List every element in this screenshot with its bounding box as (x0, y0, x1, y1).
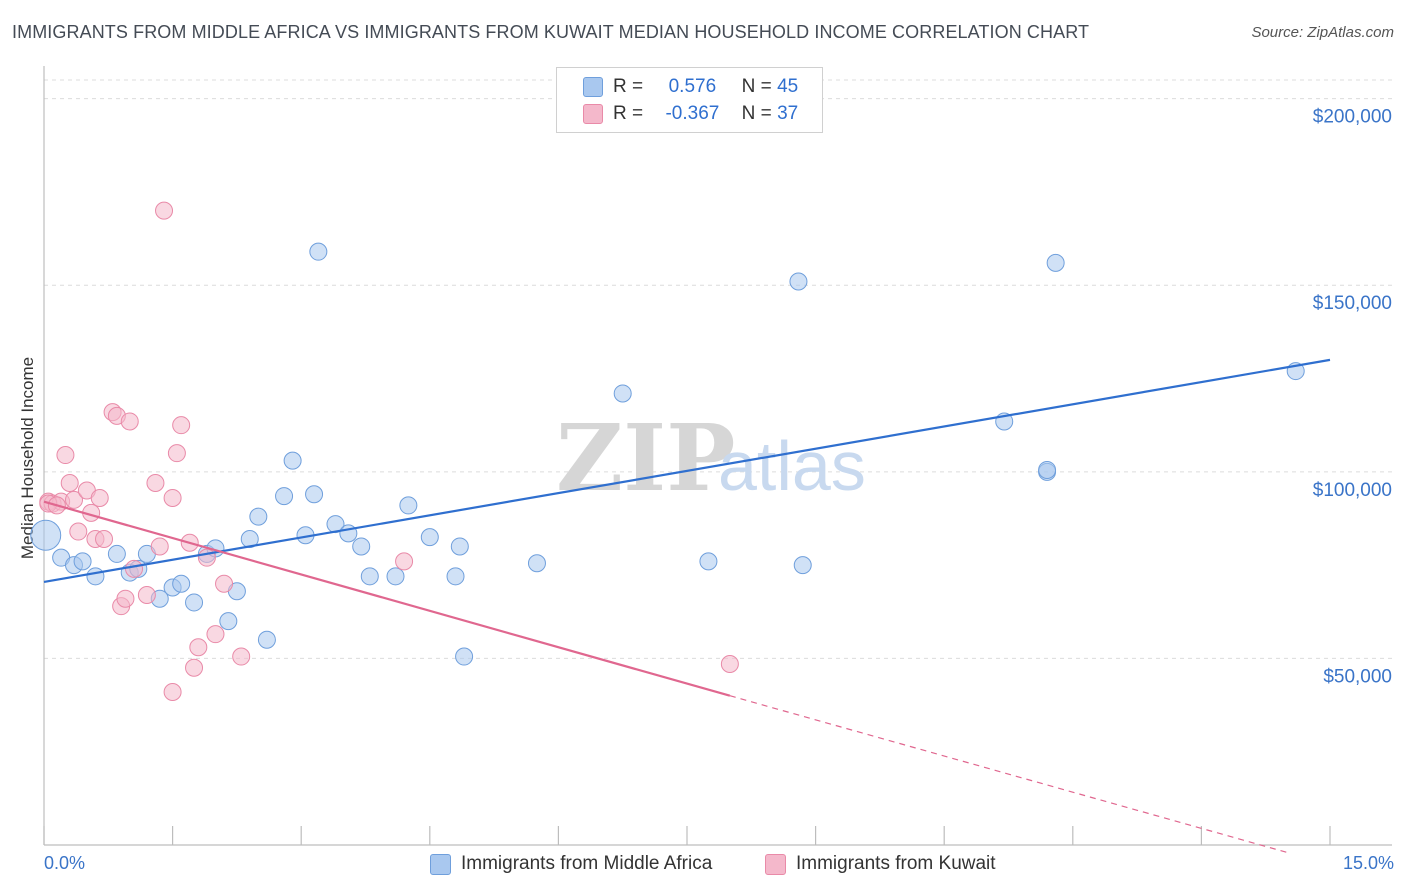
data-point (309, 242, 328, 261)
data-point (95, 530, 114, 548)
data-point (395, 552, 414, 571)
data-point (455, 647, 474, 666)
data-point (1038, 460, 1057, 479)
data-point (86, 567, 105, 586)
r-label: R = (613, 76, 644, 97)
data-point (789, 272, 808, 291)
series-label-middle-africa: Immigrants from Middle Africa (461, 853, 713, 874)
n-value-middle-africa: 45 (777, 76, 799, 97)
data-point (65, 490, 84, 509)
data-point (125, 559, 144, 578)
y-tick-label: $200,000 (1313, 107, 1392, 128)
data-point (257, 630, 276, 649)
data-point (116, 589, 135, 608)
series-points-0 (30, 242, 1305, 666)
n-label: N = (741, 103, 772, 124)
data-point (446, 567, 465, 586)
data-point (172, 416, 191, 435)
y-tick-label: $100,000 (1313, 480, 1392, 501)
data-point (527, 554, 546, 573)
data-point (219, 612, 238, 631)
y-tick-label: $150,000 (1313, 293, 1392, 314)
y-tick-label: $50,000 (1323, 666, 1392, 687)
n-value-kuwait: 37 (777, 103, 799, 124)
data-point (360, 567, 379, 586)
axes (43, 66, 1392, 846)
tick-labels: $50,000 $100,000 $150,000 $200,000 0.0% 15.0% (44, 107, 1394, 873)
watermark-atlas: atlas (718, 427, 866, 505)
data-point (30, 519, 62, 551)
data-point (185, 593, 204, 612)
data-point (352, 537, 371, 556)
trend-extension-1 (729, 695, 1288, 854)
correlation-legend: R = 0.576 N = 45 R = -0.367 N = 37 (556, 67, 823, 133)
data-point (120, 412, 139, 431)
trend-lines (43, 358, 1331, 854)
data-point (90, 488, 109, 507)
data-point (720, 655, 739, 674)
legend-swatch-middle-africa (583, 77, 603, 97)
x-tick-label-max: 15.0% (1343, 853, 1394, 873)
series-swatch-middle-africa (430, 854, 451, 875)
data-point (206, 625, 225, 644)
r-label: R = (613, 103, 644, 124)
data-point (275, 487, 294, 506)
data-point (185, 658, 204, 677)
data-point (613, 384, 632, 403)
data-point (386, 567, 405, 586)
legend-swatch-kuwait (583, 104, 603, 124)
series-swatch-kuwait (765, 854, 786, 875)
source-credit: Source: ZipAtlas.com (1251, 24, 1394, 41)
data-point (172, 574, 191, 593)
data-point (73, 552, 92, 571)
r-value-kuwait: -0.367 (665, 103, 720, 124)
grid-lines (44, 79, 1392, 659)
watermark: ZIP atlas (556, 404, 866, 512)
data-point (56, 446, 75, 465)
data-point (215, 574, 234, 593)
data-point (450, 537, 469, 556)
data-point (249, 507, 268, 526)
data-point (150, 537, 169, 556)
data-point (283, 451, 302, 470)
data-point (155, 201, 174, 220)
trend-line-0 (43, 358, 1331, 583)
data-point (699, 552, 718, 571)
data-point (163, 683, 182, 701)
data-point (167, 444, 186, 463)
x-tick-label-min: 0.0% (44, 853, 85, 873)
trend-line-1 (43, 500, 731, 697)
data-point (69, 522, 88, 541)
data-point (420, 528, 439, 547)
data-point (60, 474, 79, 493)
data-point (163, 488, 182, 507)
data-point (137, 585, 156, 604)
data-point (146, 474, 165, 493)
data-point (107, 544, 126, 563)
data-point (1046, 253, 1065, 272)
data-points (30, 201, 1305, 701)
chart-title: IMMIGRANTS FROM MIDDLE AFRICA VS IMMIGRA… (12, 22, 1090, 42)
series-label-kuwait: Immigrants from Kuwait (796, 853, 996, 874)
data-point (305, 485, 324, 504)
r-value-middle-africa: 0.576 (668, 76, 717, 97)
n-label: N = (741, 76, 772, 97)
data-point (399, 496, 418, 515)
series-points-1 (39, 201, 739, 701)
watermark-zip: ZIP (556, 404, 735, 512)
data-point (232, 647, 251, 666)
data-point (793, 556, 812, 575)
data-point (189, 638, 208, 657)
